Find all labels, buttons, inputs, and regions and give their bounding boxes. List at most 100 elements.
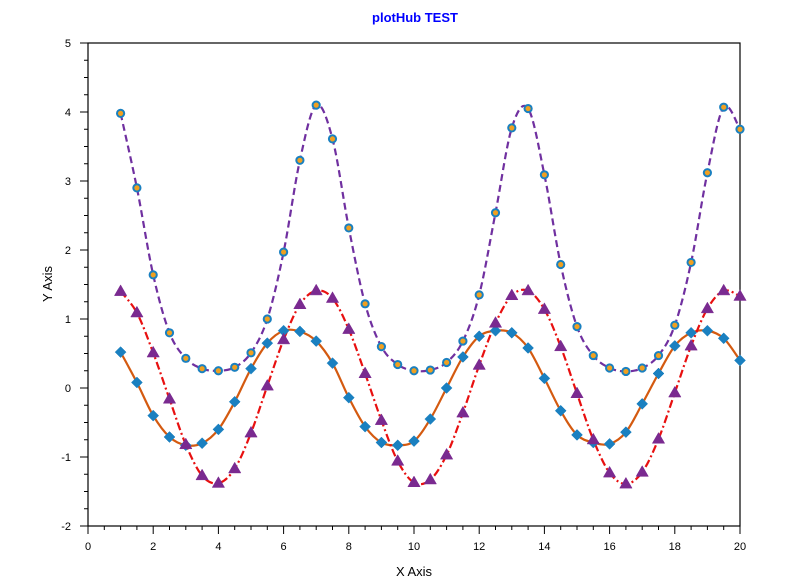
y-tick-label: 2 xyxy=(65,245,71,257)
series-1-point xyxy=(246,348,256,358)
series-3-point xyxy=(228,461,242,474)
series-1-point xyxy=(621,366,631,377)
plot-frame xyxy=(87,42,741,527)
series-1-point xyxy=(132,183,142,193)
series-2-point xyxy=(212,423,225,436)
series-2-point xyxy=(603,438,616,450)
series-1-point xyxy=(327,134,338,144)
series-2-point xyxy=(522,342,534,354)
series-3-point xyxy=(619,476,633,489)
y-tick-label: 0 xyxy=(65,383,71,395)
series-3-point xyxy=(342,322,356,334)
series-1-point xyxy=(539,170,550,180)
series-1-point xyxy=(197,364,207,374)
series-1-point xyxy=(490,208,501,218)
series-3-point xyxy=(521,283,535,296)
series-2-point xyxy=(147,409,160,422)
series-1-point xyxy=(588,350,598,361)
series-3-point xyxy=(195,468,209,481)
series-1-point xyxy=(458,336,468,346)
series-3-point xyxy=(668,385,682,398)
y-tick-label: 5 xyxy=(65,38,71,50)
x-tick-label: 8 xyxy=(346,541,352,553)
series-1-point xyxy=(686,257,696,268)
series-3-point xyxy=(733,289,747,301)
series-2-point xyxy=(228,395,241,408)
series-3-point xyxy=(570,386,584,398)
series-3-point xyxy=(293,297,307,309)
series-3-point xyxy=(586,432,600,445)
series-2-point xyxy=(505,326,518,339)
series-2-point xyxy=(636,398,649,410)
series-1-point xyxy=(735,124,745,134)
series-3-point xyxy=(358,366,372,378)
series-3-point xyxy=(635,465,649,477)
series-3-point xyxy=(717,283,731,296)
series-2-point xyxy=(131,376,143,389)
series-2-point xyxy=(163,431,176,443)
series-2-point xyxy=(734,354,746,367)
series-3-point xyxy=(505,288,519,301)
series-3-point xyxy=(309,283,323,296)
series-3-point xyxy=(651,432,666,444)
series-3-point xyxy=(423,472,437,485)
series-3-point xyxy=(244,425,258,438)
series-1-point xyxy=(360,299,370,309)
series-3-point xyxy=(537,302,552,314)
series-3-point xyxy=(374,413,389,425)
series-1-point xyxy=(523,103,533,114)
series-2-point xyxy=(571,429,583,441)
x-tick-label: 18 xyxy=(669,541,681,553)
series-2-point xyxy=(701,324,714,337)
series-3-point xyxy=(407,475,421,488)
series-2-point xyxy=(326,357,339,370)
y-tick-label: -1 xyxy=(61,452,71,464)
series-1-point xyxy=(637,363,647,373)
series-1-point xyxy=(295,155,305,165)
series-2-point xyxy=(408,435,420,447)
series-2-point xyxy=(538,372,551,385)
x-tick-label: 20 xyxy=(734,541,746,553)
series-1-point xyxy=(262,314,272,324)
x-tick-label: 10 xyxy=(408,541,420,553)
series-markers xyxy=(113,100,747,489)
series-3-point xyxy=(211,476,226,488)
series-1-point xyxy=(376,342,386,352)
series-3-point xyxy=(602,465,617,478)
series-2-point xyxy=(685,326,697,339)
x-tick-label: 14 xyxy=(538,541,550,553)
x-tick-label: 0 xyxy=(85,541,91,553)
series-3-point xyxy=(260,378,274,391)
series-1-point xyxy=(572,321,582,332)
y-tick-label: -2 xyxy=(61,521,71,533)
series-2-point xyxy=(375,436,388,449)
series-3-point xyxy=(456,405,470,418)
series-3-point xyxy=(554,339,568,352)
series-1-point xyxy=(230,362,240,372)
series-1-point xyxy=(719,102,729,112)
series-1-point xyxy=(311,100,321,110)
y-tick-label: 3 xyxy=(65,176,71,188)
series-2-point xyxy=(294,325,306,338)
series-1-point xyxy=(670,320,680,330)
plot-area xyxy=(87,42,741,527)
series-2-point xyxy=(652,367,665,380)
series-2-line xyxy=(119,328,741,447)
series-2-point xyxy=(342,391,355,404)
series-2-point xyxy=(717,332,730,345)
series-3-point xyxy=(472,358,486,370)
series-3-point xyxy=(325,291,340,303)
series-2-point xyxy=(489,324,502,337)
x-tick-label: 6 xyxy=(281,541,287,553)
y-tick-label: 1 xyxy=(65,314,71,326)
series-2-point xyxy=(310,335,323,347)
series-1-point xyxy=(605,363,615,373)
series-3-point xyxy=(113,284,128,296)
series-3-point xyxy=(276,332,291,345)
series-2-point xyxy=(196,437,208,450)
series-3-point xyxy=(179,437,193,450)
series-2-point xyxy=(440,382,453,394)
series-1-point xyxy=(116,108,126,118)
x-tick-label: 12 xyxy=(473,541,485,553)
